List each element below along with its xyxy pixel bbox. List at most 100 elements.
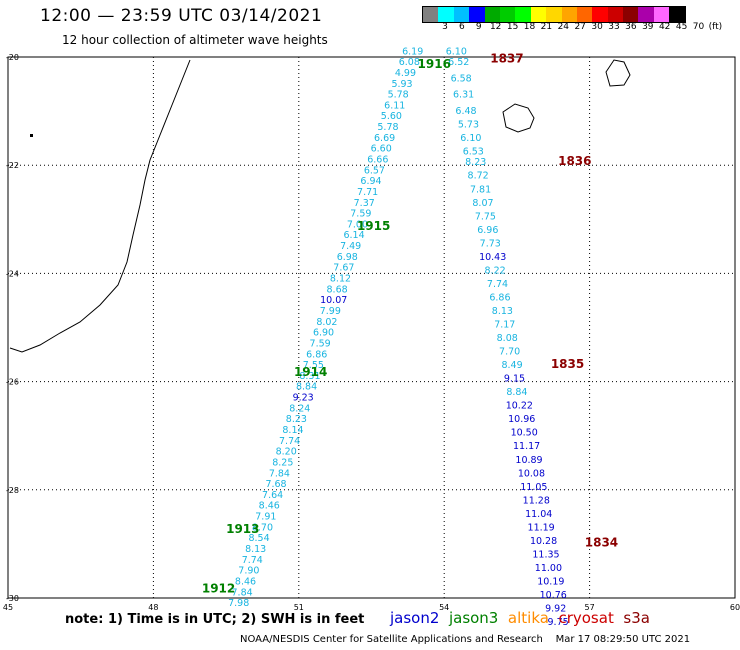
swh-value: 7.00 <box>347 219 368 230</box>
swh-value: 7.91 <box>255 512 276 523</box>
swh-value: 6.96 <box>477 225 498 236</box>
swh-value: 7.98 <box>228 598 249 609</box>
pass-label: 1834 <box>585 536 618 550</box>
swh-value: 8.23 <box>465 157 486 168</box>
pass-label: 1916 <box>418 57 451 71</box>
swh-value: 8.13 <box>245 544 266 555</box>
swh-value: 8.84 <box>506 387 527 398</box>
chart-subtitle: 12 hour collection of altimeter wave hei… <box>62 33 328 47</box>
colorbar-label: 18 <box>523 22 536 32</box>
swh-value: 10.19 <box>537 576 564 587</box>
swh-value: 7.90 <box>238 566 259 577</box>
swh-value: 5.78 <box>388 90 409 101</box>
map-frame <box>7 56 736 599</box>
swh-value: 6.31 <box>453 90 474 101</box>
colorbar-label: 70 <box>692 22 705 32</box>
longitude-label: 60 <box>730 603 740 612</box>
colorbar-swatch <box>530 7 547 22</box>
swh-value: 8.68 <box>327 284 348 295</box>
swh-value: 8.12 <box>330 274 351 285</box>
pass-label: 1836 <box>558 154 591 168</box>
swh-value: 8.13 <box>492 306 513 317</box>
colorbar-swatch <box>669 7 685 22</box>
pass-label: 1912 <box>202 582 235 596</box>
swh-value: 10.50 <box>511 428 538 439</box>
swh-value: 7.67 <box>333 263 354 274</box>
swh-value: 8.49 <box>501 360 522 371</box>
swh-value: 6.98 <box>337 252 358 263</box>
swh-value: 7.75 <box>475 211 496 222</box>
swh-value: 6.94 <box>360 176 381 187</box>
swh-value: 11.19 <box>528 522 555 533</box>
colorbar-label: 39 <box>642 22 654 32</box>
colorbar-swatch <box>653 7 670 22</box>
swh-value: 6.10 <box>446 46 467 57</box>
longitude-label: 45 <box>3 603 13 612</box>
latitude-label: -22 <box>6 161 19 170</box>
swh-value: 11.00 <box>535 563 562 574</box>
swh-value: 10.96 <box>508 414 535 425</box>
satellite-legend-jason2: jason2 <box>390 609 449 627</box>
colorbar-label: 30 <box>591 22 603 32</box>
swh-value: 9.92 <box>545 604 566 615</box>
colorbar-label: 9 <box>475 22 482 32</box>
colorbar-label: 36 <box>625 22 637 32</box>
longitude-label: 54 <box>439 603 449 612</box>
swh-value: 6.08 <box>399 57 420 68</box>
latitude-label: -26 <box>6 378 19 387</box>
swh-value: 6.10 <box>460 133 481 144</box>
colorbar-swatch <box>469 7 485 22</box>
swh-value: 11.05 <box>520 482 547 493</box>
swh-value: 8.46 <box>259 501 280 512</box>
swh-value: 6.57 <box>364 165 385 176</box>
swh-value: 5.78 <box>377 122 398 133</box>
swh-value: 10.28 <box>530 536 557 547</box>
swh-value: 8.25 <box>272 457 293 468</box>
satellite-legend-s3a: s3a <box>623 609 650 627</box>
colorbar-label: 27 <box>574 22 586 32</box>
swh-value: 6.58 <box>451 73 472 84</box>
mauritius-island <box>605 59 631 87</box>
swh-value: 6.19 <box>402 46 423 57</box>
satellite-legend-jason3: jason3 <box>448 609 508 627</box>
swh-value: 6.53 <box>463 146 484 157</box>
swh-value: 9.15 <box>504 374 525 385</box>
swh-value: 6.52 <box>448 57 469 68</box>
colorbar-swatch <box>592 7 608 22</box>
pass-label: 1837 <box>490 51 523 65</box>
swh-value: 5.60 <box>381 111 402 122</box>
swh-value: 7.71 <box>357 187 378 198</box>
swh-value: 7.74 <box>279 436 300 447</box>
colorbar-label: (ft) <box>708 22 723 32</box>
swh-value: 8.08 <box>497 333 518 344</box>
swh-value: 8.23 <box>286 414 307 425</box>
swh-value: 10.22 <box>506 401 533 412</box>
swh-value: 6.86 <box>306 349 327 360</box>
madagascar-coastline <box>9 59 191 353</box>
swh-value: 11.04 <box>525 509 552 520</box>
reunion-island <box>502 103 535 133</box>
swh-value: 6.86 <box>489 292 510 303</box>
colorbar-swatch <box>576 7 593 22</box>
swh-value: 8.07 <box>472 198 493 209</box>
swh-value: 8.24 <box>289 403 310 414</box>
colorbar-label: 21 <box>540 22 553 32</box>
colorbar-swatch <box>438 7 454 22</box>
swh-value: 7.81 <box>470 184 491 195</box>
swh-value: 6.69 <box>374 133 395 144</box>
swh-value: 11.35 <box>532 549 559 560</box>
swh-value: 11.28 <box>523 495 550 506</box>
pass-label: 1914 <box>294 365 327 379</box>
small-island <box>30 134 33 137</box>
pass-label: 1915 <box>357 219 390 233</box>
satellite-legend: jason2 jason3 altika cryosat s3a <box>390 609 650 627</box>
swh-value: 7.70 <box>499 347 520 358</box>
swh-value: 8.31 <box>299 371 320 382</box>
chart-title: 12:00 — 23:59 UTC 03/14/2021 <box>40 6 323 26</box>
satellite-legend-cryosat: cryosat <box>558 609 624 627</box>
credit-line: NOAA/NESDIS Center for Satellite Applica… <box>240 634 691 645</box>
swh-value: 6.11 <box>384 100 405 111</box>
swh-value: 7.84 <box>232 587 253 598</box>
colorbar-label: 33 <box>608 22 620 32</box>
colorbar-label: 6 <box>459 22 465 32</box>
